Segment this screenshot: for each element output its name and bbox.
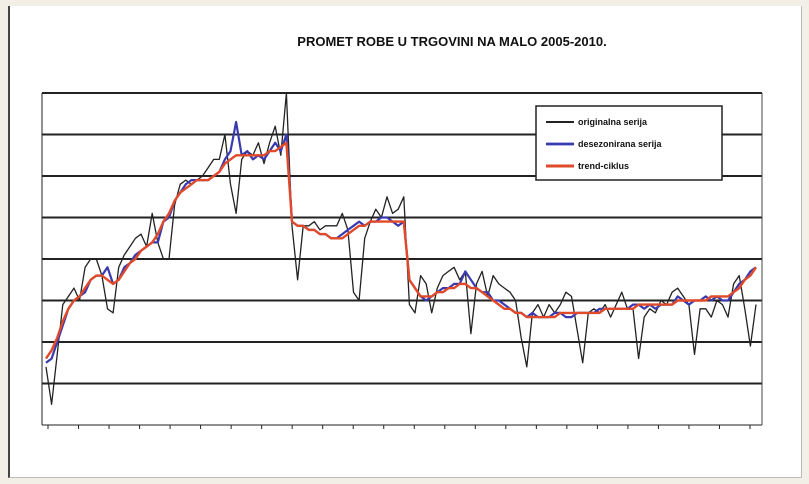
line-chart: PROMET ROBE U TRGOVINI NA MALO 2005-2010… [41,34,763,429]
chart-title: PROMET ROBE U TRGOVINI NA MALO 2005-2010… [297,34,606,49]
series-group [45,92,757,405]
legend: originalna serija desezonirana serija tren… [535,105,723,181]
series-trend-cycle-line [45,141,757,360]
axes [41,93,763,429]
series-original-line [45,92,757,405]
legend-label: trend-ciklus [578,161,629,171]
grid [42,92,762,426]
legend-label: desezonirana serija [578,139,663,149]
legend-label: originalna serija [578,117,648,127]
chart-frame: PROMET ROBE U TRGOVINI NA MALO 2005-2010… [8,6,802,478]
